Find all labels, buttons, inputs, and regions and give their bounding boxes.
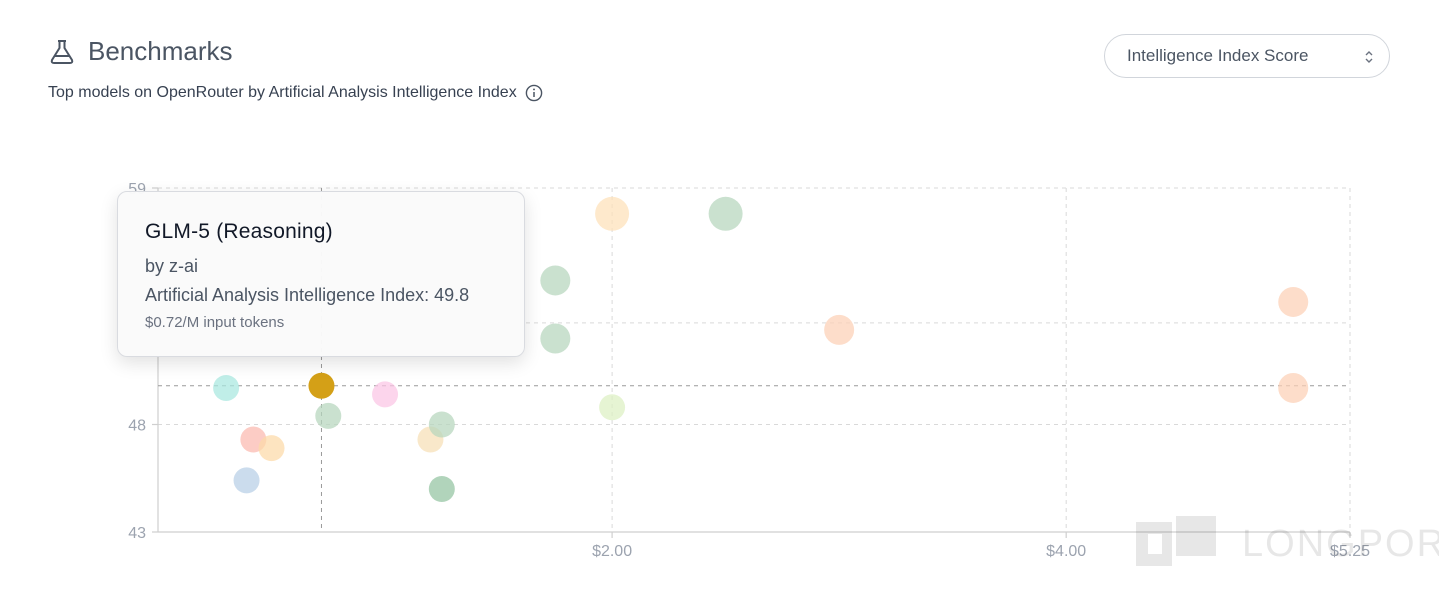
data-point xyxy=(428,476,455,502)
tooltip-model-name: GLM-5 (Reasoning) xyxy=(145,220,333,243)
data-point xyxy=(708,196,743,231)
metric-select[interactable]: Intelligence Index Score xyxy=(1104,34,1390,78)
page-title: Benchmarks xyxy=(88,36,233,66)
data-point xyxy=(315,402,342,429)
chevron-updown-icon xyxy=(1363,47,1375,67)
data-point xyxy=(428,411,455,438)
x-tick-label: $4.00 xyxy=(1046,543,1086,560)
highlighted-point xyxy=(308,372,335,399)
data-point xyxy=(595,196,630,231)
data-point xyxy=(1278,286,1309,317)
x-tick-label: $5.25 xyxy=(1330,543,1370,560)
subtitle-text: Top models on OpenRouter by Artificial A… xyxy=(48,84,517,101)
model-tooltip: GLM-5 (Reasoning) by z-ai Artificial Ana… xyxy=(117,191,525,357)
flask-icon xyxy=(48,38,76,66)
data-point xyxy=(213,374,240,401)
data-point xyxy=(824,314,855,345)
benchmarks-header: Benchmarks xyxy=(48,36,233,67)
grid-lines xyxy=(158,187,1351,532)
data-point xyxy=(599,394,626,421)
metric-select-value: Intelligence Index Score xyxy=(1127,46,1309,65)
data-point xyxy=(258,435,285,462)
page-subtitle: Top models on OpenRouter by Artificial A… xyxy=(48,84,543,102)
watermark: LONGPORT xyxy=(1136,516,1439,572)
data-point xyxy=(540,265,571,296)
data-point xyxy=(372,381,399,408)
tooltip-price: $0.72/M input tokens xyxy=(145,314,285,331)
x-tick-label: $2.00 xyxy=(592,543,632,560)
tooltip-score: Artificial Analysis Intelligence Index: … xyxy=(145,285,470,305)
data-point xyxy=(1278,372,1309,403)
y-tick-label: 48 xyxy=(128,418,146,435)
tooltip-author: by z-ai xyxy=(145,256,199,276)
watermark-logo-icon xyxy=(1136,516,1216,572)
y-tick-label: 43 xyxy=(128,525,146,542)
info-icon[interactable] xyxy=(525,84,543,102)
data-point xyxy=(233,467,260,494)
data-point xyxy=(540,323,571,354)
data-points xyxy=(213,196,1309,502)
watermark-text: LONGPORT xyxy=(1242,522,1439,565)
